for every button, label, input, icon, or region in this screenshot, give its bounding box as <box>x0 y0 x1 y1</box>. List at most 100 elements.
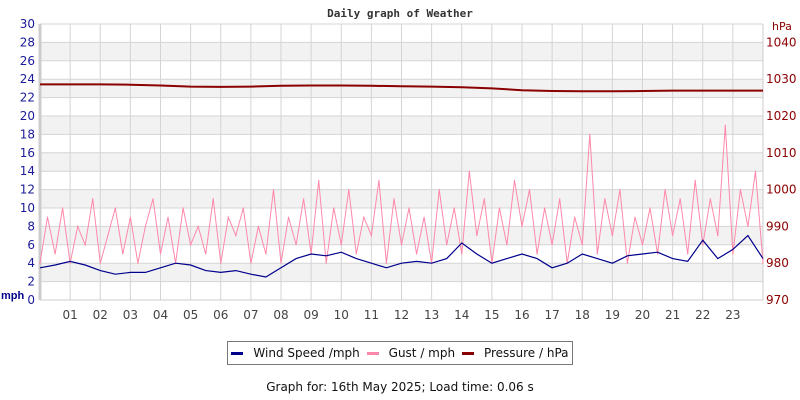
left-tick-label: 6 <box>27 238 35 252</box>
gust-point <box>506 244 508 246</box>
gust-point <box>724 124 726 126</box>
gust-point <box>197 225 199 227</box>
gust-point <box>641 244 644 246</box>
gust-point <box>280 262 282 264</box>
right-tick-label: 1000 <box>766 183 797 197</box>
gust-point <box>393 198 395 200</box>
legend-item-gust: Gust / mph <box>366 346 456 360</box>
legend-item-pressure: Pressure / hPa <box>461 346 569 360</box>
gust-point <box>92 198 94 200</box>
gust-point <box>61 207 64 209</box>
gust-point <box>513 179 516 181</box>
x-tick-label: 08 <box>273 308 288 322</box>
gust-point <box>468 170 470 172</box>
gust-point <box>656 253 659 255</box>
legend-item-wind: Wind Speed /mph <box>231 346 360 360</box>
left-tick-label: 12 <box>20 183 35 197</box>
gust-point <box>84 244 86 246</box>
left-tick-label: 20 <box>20 109 35 123</box>
gust-point <box>355 253 357 255</box>
gust-point <box>182 207 184 209</box>
right-tick-label: 1040 <box>766 35 797 49</box>
x-tick-label: 17 <box>544 308 559 322</box>
gust-point <box>574 216 576 218</box>
left-tick-label: 0 <box>27 293 35 307</box>
gust-point <box>611 235 613 237</box>
gust-point <box>159 253 162 255</box>
gust-point <box>626 262 629 264</box>
gust-point <box>446 244 448 246</box>
gust-point <box>385 262 388 264</box>
gust-point <box>205 253 207 255</box>
gust-swatch <box>366 351 379 355</box>
gust-point <box>739 189 742 191</box>
left-tick-label: 4 <box>27 256 35 270</box>
gust-point <box>521 225 523 227</box>
wind-swatch <box>231 351 244 355</box>
gust-point <box>318 179 320 181</box>
gust-point <box>559 198 561 200</box>
gust-point <box>272 189 275 191</box>
gust-point <box>649 207 651 209</box>
gust-point <box>762 262 764 264</box>
x-tick-label: 21 <box>665 308 680 322</box>
gust-point <box>46 216 49 218</box>
gust-point <box>107 235 109 237</box>
gust-point <box>137 262 139 264</box>
gust-point <box>747 225 749 227</box>
gust-point <box>69 262 71 264</box>
gust-point <box>498 207 501 209</box>
gust-point <box>129 216 131 218</box>
x-tick-label: 16 <box>514 308 529 322</box>
right-tick-label: 990 <box>766 219 789 233</box>
x-tick-label: 10 <box>334 308 349 322</box>
chart-svg: Daily graph of Weather 02468101214161820… <box>1 7 797 322</box>
x-tick-label: 14 <box>454 308 469 322</box>
gust-point <box>476 235 478 237</box>
x-tick-label: 12 <box>394 308 409 322</box>
gust-point <box>167 216 169 218</box>
gust-point <box>302 198 305 200</box>
gust-point <box>672 235 674 237</box>
gust-point <box>122 253 124 255</box>
gust-point <box>99 262 101 264</box>
gust-point <box>378 179 380 181</box>
right-tick-label: 970 <box>766 293 789 307</box>
gust-point <box>287 216 290 218</box>
gust-point <box>438 189 440 191</box>
gust-point <box>589 133 591 135</box>
gust-point <box>423 216 425 218</box>
gust-point <box>152 198 154 200</box>
gust-point <box>235 235 237 237</box>
gust-point <box>483 198 485 200</box>
gust-point <box>400 244 403 246</box>
x-tick-label: 05 <box>183 308 198 322</box>
gust-point <box>453 207 455 209</box>
gust-point <box>242 207 244 209</box>
gust-point <box>551 244 553 246</box>
gust-point <box>370 235 372 237</box>
left-axis-label: mph <box>1 290 25 302</box>
left-tick-label: 24 <box>20 72 35 86</box>
right-tick-label: 1010 <box>766 146 797 160</box>
legend-label: Pressure / hPa <box>483 346 569 360</box>
pressure-swatch <box>461 351 474 355</box>
right-tick-label: 980 <box>766 256 789 270</box>
x-tick-label: 02 <box>93 308 108 322</box>
gust-point <box>54 253 56 255</box>
gust-point <box>634 216 636 218</box>
gust-point <box>702 244 704 246</box>
left-tick-label: 26 <box>20 54 35 68</box>
gust-point <box>754 170 757 172</box>
legend-label: Gust / mph <box>388 346 456 360</box>
gust-point <box>190 244 192 246</box>
gust-point <box>295 244 297 246</box>
gust-point <box>687 253 689 255</box>
wind-speed-line <box>39 234 764 278</box>
gust-point <box>415 253 418 255</box>
left-tick-label: 16 <box>20 146 35 160</box>
gust-point <box>114 207 116 209</box>
x-tick-label: 01 <box>62 308 77 322</box>
gust-point <box>77 225 79 227</box>
